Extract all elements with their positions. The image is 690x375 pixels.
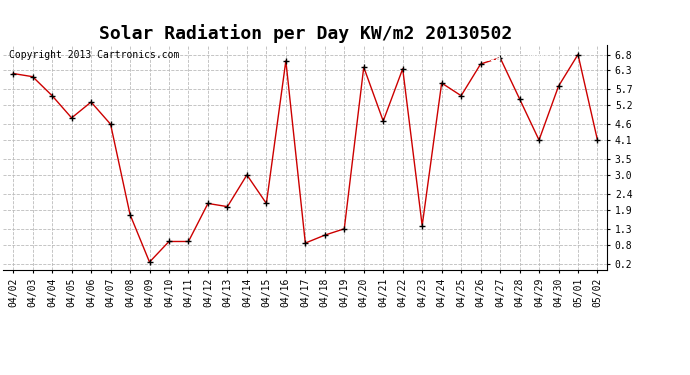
Title: Solar Radiation per Day KW/m2 20130502: Solar Radiation per Day KW/m2 20130502 bbox=[99, 24, 512, 44]
Text: Copyright 2013 Cartronics.com: Copyright 2013 Cartronics.com bbox=[10, 50, 180, 60]
